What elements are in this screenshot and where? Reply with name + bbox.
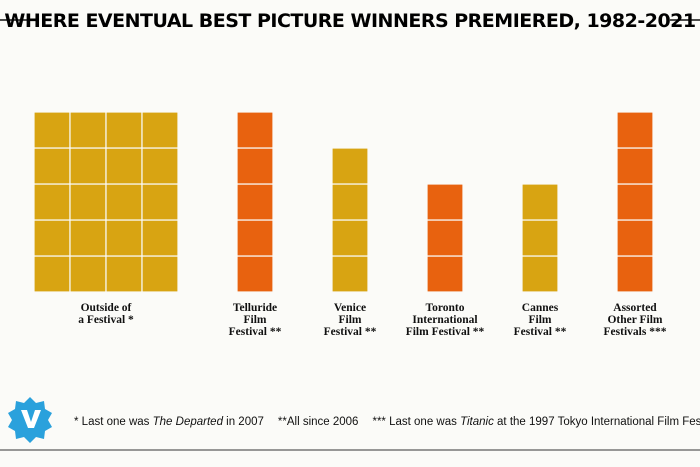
footnote-text: at the 1997 Tokyo International Film Fes…: [493, 416, 700, 428]
unit: [105, 183, 143, 221]
unit: [33, 183, 71, 221]
unit-group: [521, 183, 559, 293]
unit: [69, 219, 107, 257]
unit: [105, 255, 143, 293]
unit: [33, 219, 71, 257]
unit: [616, 111, 654, 149]
unit: [616, 219, 654, 257]
unit: [236, 219, 274, 257]
chart-title: WHERE EVENTUAL BEST PICTURE WINNERS PREM…: [4, 10, 695, 32]
unit: [426, 183, 464, 221]
footnote-text: **All since 2006: [277, 416, 359, 428]
footnotes: * Last one was The Departed in 2007 **All…: [74, 416, 700, 428]
unit-group: [331, 147, 369, 293]
unit-group: [33, 111, 179, 293]
unit: [141, 111, 179, 149]
unit: [331, 183, 369, 221]
unit: [33, 255, 71, 293]
category-label: Toronto International Film Festival **: [405, 302, 485, 338]
logo: [8, 397, 52, 443]
unit: [236, 255, 274, 293]
unit: [331, 147, 369, 185]
unit: [69, 255, 107, 293]
film-title: The Departed: [152, 416, 223, 428]
category-label: Assorted Other Film Festivals ***: [603, 302, 667, 338]
film-title: Titanic: [460, 416, 494, 428]
unit: [236, 111, 274, 149]
unit: [331, 219, 369, 257]
unit: [69, 147, 107, 185]
unit: [236, 183, 274, 221]
footnote: * Last one was The Departed in 2007: [74, 416, 264, 428]
unit: [521, 255, 559, 293]
footnote-text: * Last one was: [74, 416, 153, 428]
unit: [236, 147, 274, 185]
unit: [33, 147, 71, 185]
unit: [33, 111, 71, 149]
category-label: Outside of a Festival *: [78, 302, 134, 326]
unit: [616, 255, 654, 293]
unit: [141, 255, 179, 293]
unit: [105, 111, 143, 149]
unit: [141, 147, 179, 185]
unit: [331, 255, 369, 293]
footnote-text: in 2007: [222, 416, 264, 428]
unit: [426, 219, 464, 257]
category-label: Telluride Film Festival **: [228, 302, 282, 338]
unit: [521, 219, 559, 257]
footnote: *** Last one was Titanic at the 1997 Tok…: [372, 416, 700, 428]
unit: [141, 183, 179, 221]
unit: [105, 219, 143, 257]
footnote: **All since 2006: [278, 416, 359, 428]
unit-group: [236, 111, 274, 293]
unit: [616, 183, 654, 221]
category-label: Cannes Film Festival **: [513, 302, 567, 338]
unit: [69, 111, 107, 149]
footnote-text: *** Last one was: [372, 416, 461, 428]
unit: [521, 183, 559, 221]
unit: [69, 183, 107, 221]
unit: [426, 255, 464, 293]
unit-group: [616, 111, 654, 293]
unit: [616, 147, 654, 185]
unit: [105, 147, 143, 185]
unit-group: [426, 183, 464, 293]
unit: [141, 219, 179, 257]
category-label: Venice Film Festival **: [323, 302, 377, 338]
